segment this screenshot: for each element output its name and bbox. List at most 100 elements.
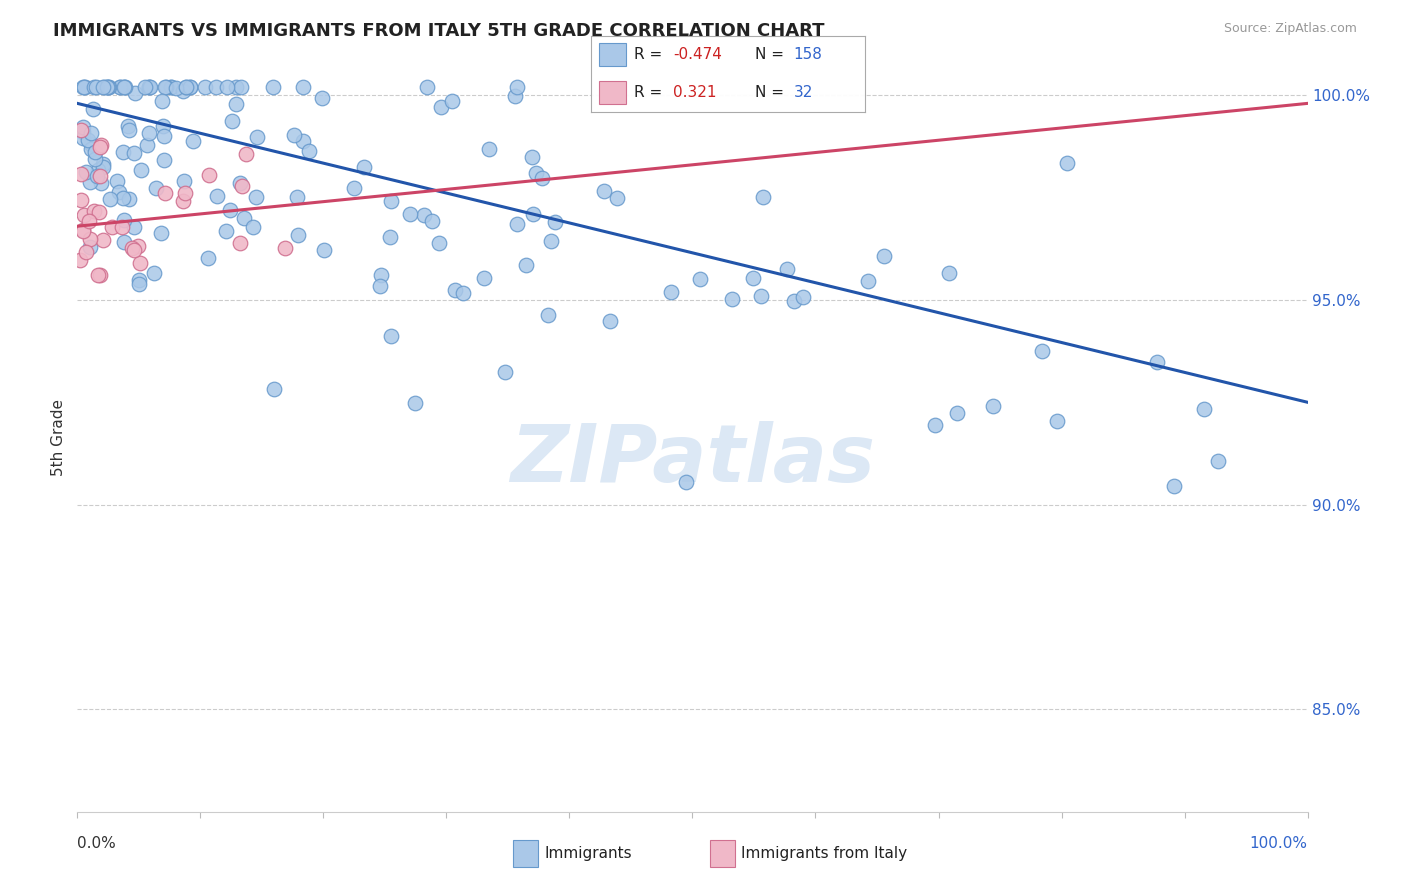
Point	[1206, 454, 1229, 468]
Point	[73, 80, 96, 95]
Point	[606, 192, 628, 206]
Point	[117, 119, 139, 133]
Point	[221, 114, 243, 128]
Point	[145, 181, 167, 195]
Point	[229, 236, 252, 251]
Point	[72, 80, 94, 95]
Point	[72, 223, 94, 237]
Point	[122, 220, 145, 235]
Text: ZIPatlas: ZIPatlas	[510, 420, 875, 499]
Point	[540, 235, 562, 249]
Point	[197, 252, 219, 266]
Point	[86, 162, 108, 177]
Point	[98, 192, 121, 206]
Point	[198, 169, 221, 183]
Point	[205, 80, 228, 95]
Point	[155, 80, 177, 95]
Point	[531, 170, 554, 185]
Point	[420, 214, 443, 228]
Text: 100.0%: 100.0%	[1250, 837, 1308, 851]
Point	[152, 119, 174, 133]
Point	[792, 289, 814, 303]
Point	[79, 142, 101, 156]
Point	[108, 80, 131, 95]
Point	[593, 184, 616, 198]
Point	[262, 80, 284, 95]
Point	[205, 189, 228, 203]
Point	[856, 274, 879, 288]
Point	[179, 80, 201, 95]
Point	[505, 80, 527, 95]
Point	[138, 80, 160, 95]
Point	[194, 80, 217, 95]
Point	[155, 80, 177, 95]
Point	[155, 186, 177, 200]
Point	[98, 80, 121, 95]
Point	[174, 80, 197, 95]
Point	[229, 80, 252, 95]
Point	[427, 236, 450, 251]
Point	[599, 314, 621, 328]
Text: -0.474: -0.474	[672, 47, 721, 62]
Text: 0.0%: 0.0%	[77, 837, 117, 851]
Point	[83, 145, 105, 160]
Point	[675, 475, 697, 489]
Point	[91, 157, 114, 171]
Point	[172, 194, 194, 208]
Point	[110, 220, 132, 235]
Point	[380, 194, 402, 208]
Text: 0.321: 0.321	[672, 85, 716, 100]
Point	[122, 145, 145, 160]
Point	[80, 137, 103, 152]
Point	[263, 383, 285, 397]
Point	[283, 128, 305, 142]
Point	[89, 205, 111, 219]
Point	[124, 87, 146, 101]
Text: N =: N =	[755, 47, 789, 62]
Point	[70, 122, 93, 136]
Point	[112, 80, 135, 95]
Point	[69, 193, 91, 207]
Point	[215, 224, 238, 238]
Point	[537, 308, 560, 322]
Point	[90, 138, 112, 153]
Point	[73, 80, 96, 95]
Point	[314, 243, 336, 257]
Point	[689, 272, 711, 286]
Point	[225, 80, 247, 95]
Point	[430, 100, 453, 114]
Point	[150, 95, 173, 109]
Point	[246, 130, 269, 145]
Point	[142, 266, 165, 280]
Point	[77, 214, 100, 228]
Point	[1031, 344, 1053, 359]
Point	[478, 142, 501, 156]
Point	[946, 407, 969, 421]
Point	[89, 169, 111, 183]
Point	[134, 80, 156, 95]
Point	[83, 204, 105, 219]
Point	[245, 190, 267, 204]
Point	[122, 244, 145, 258]
Point	[75, 165, 97, 179]
Text: Immigrants from Italy: Immigrants from Italy	[741, 847, 907, 861]
Point	[242, 219, 264, 234]
Point	[229, 176, 252, 190]
Point	[443, 283, 465, 297]
Point	[543, 215, 565, 229]
Bar	[599, 44, 626, 66]
Point	[219, 203, 242, 218]
Point	[153, 153, 176, 167]
Point	[79, 232, 101, 246]
Text: R =: R =	[634, 85, 672, 100]
Point	[287, 228, 309, 243]
Point	[776, 262, 799, 277]
Point	[112, 235, 135, 249]
Point	[135, 137, 157, 152]
Point	[128, 273, 150, 287]
Point	[515, 258, 537, 272]
Point	[100, 219, 122, 234]
Point	[721, 292, 744, 306]
Point	[82, 102, 104, 116]
Point	[89, 140, 111, 154]
